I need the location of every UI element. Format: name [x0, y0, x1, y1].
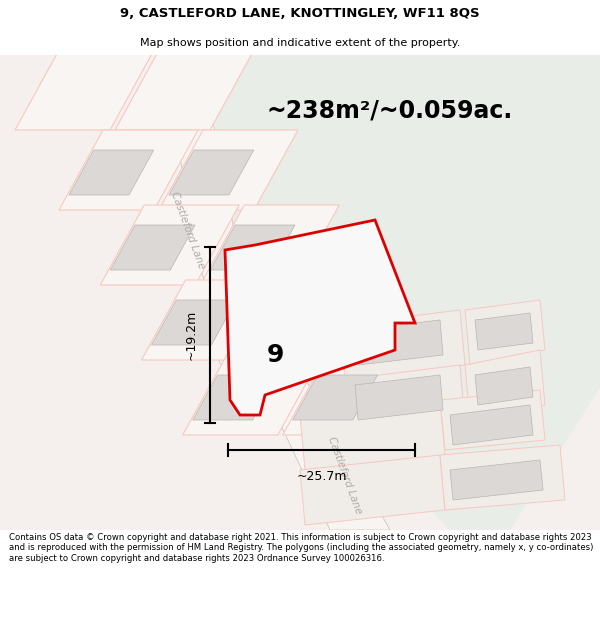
Polygon shape [340, 365, 465, 440]
Polygon shape [15, 50, 154, 130]
Polygon shape [465, 350, 545, 420]
Polygon shape [440, 390, 545, 450]
Polygon shape [59, 130, 198, 210]
Polygon shape [300, 400, 445, 470]
Polygon shape [465, 300, 545, 365]
Polygon shape [215, 55, 600, 530]
Polygon shape [293, 375, 377, 420]
Polygon shape [450, 405, 533, 445]
Polygon shape [475, 313, 533, 350]
Text: Castleford Lane: Castleford Lane [169, 190, 206, 270]
Polygon shape [440, 445, 565, 510]
Polygon shape [115, 50, 254, 130]
Polygon shape [225, 220, 415, 415]
Polygon shape [183, 355, 322, 435]
Polygon shape [283, 355, 422, 435]
Polygon shape [142, 280, 281, 360]
Polygon shape [355, 320, 443, 365]
Polygon shape [241, 280, 380, 360]
Polygon shape [159, 130, 298, 210]
Polygon shape [355, 375, 443, 420]
Polygon shape [450, 460, 543, 500]
Text: ~25.7m: ~25.7m [296, 470, 347, 483]
Text: Map shows position and indicative extent of the property.: Map shows position and indicative extent… [140, 38, 460, 48]
Polygon shape [230, 316, 390, 530]
Text: ~238m²/~0.059ac.: ~238m²/~0.059ac. [267, 98, 513, 122]
Text: 9: 9 [266, 343, 284, 367]
Polygon shape [0, 55, 600, 530]
Text: 9, CASTLEFORD LANE, KNOTTINGLEY, WF11 8QS: 9, CASTLEFORD LANE, KNOTTINGLEY, WF11 8Q… [120, 8, 480, 20]
Polygon shape [110, 225, 195, 270]
Polygon shape [160, 55, 260, 364]
Polygon shape [169, 150, 254, 195]
Polygon shape [210, 225, 295, 270]
Text: ~19.2m: ~19.2m [185, 310, 198, 360]
Text: Contains OS data © Crown copyright and database right 2021. This information is : Contains OS data © Crown copyright and d… [9, 533, 593, 562]
Polygon shape [300, 455, 445, 525]
Polygon shape [200, 205, 339, 285]
Polygon shape [69, 150, 154, 195]
Polygon shape [340, 310, 465, 380]
Polygon shape [475, 367, 533, 405]
Polygon shape [251, 300, 336, 345]
Polygon shape [193, 375, 277, 420]
Text: Castleford Lane: Castleford Lane [326, 435, 364, 515]
Polygon shape [100, 205, 239, 285]
Polygon shape [151, 300, 236, 345]
